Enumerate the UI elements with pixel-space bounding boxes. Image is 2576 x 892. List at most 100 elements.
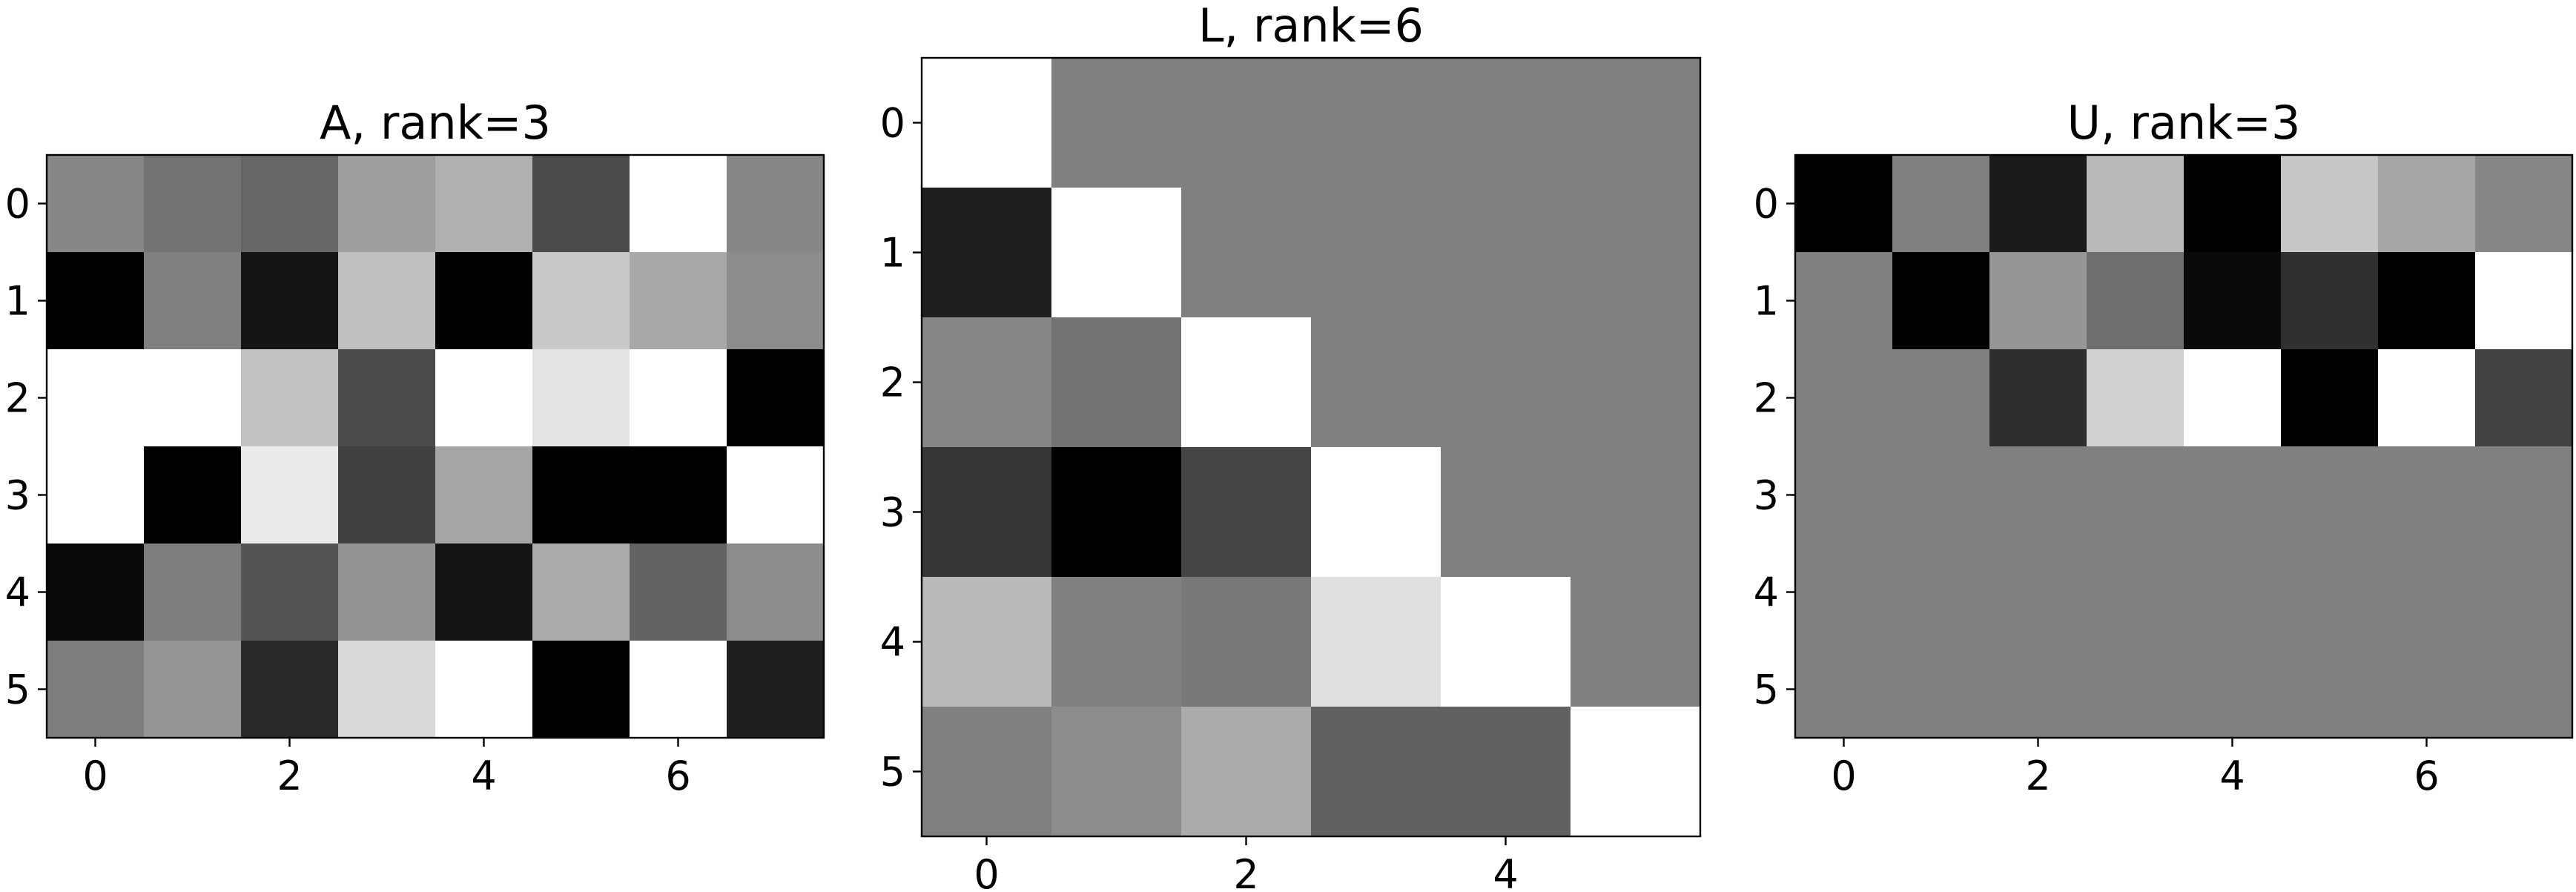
heatmap-panel-2: U, rank=3 0 2 4 6 0 1 2 3 4 5 <box>1754 96 2574 799</box>
heatmap-cell <box>1181 707 1312 837</box>
y-tick-label: 3 <box>5 472 30 519</box>
heatmap-cell <box>47 446 145 544</box>
heatmap-cell <box>338 155 436 253</box>
heatmap-cell <box>1311 577 1441 707</box>
heatmap-cell <box>241 252 339 350</box>
y-tick-label: 3 <box>1754 472 1779 519</box>
x-tick-label: 2 <box>1233 851 1258 892</box>
heatmap-cell <box>1989 641 2087 739</box>
heatmap-cell <box>2087 155 2184 253</box>
x-tick-label: 2 <box>277 753 302 799</box>
y-tick-label: 0 <box>1754 181 1779 228</box>
heatmap-cell <box>241 349 339 447</box>
y-tick-label: 1 <box>880 230 905 277</box>
x-tick-label: 6 <box>665 753 690 799</box>
heatmap-cell <box>2087 349 2184 447</box>
heatmap-cell <box>241 544 339 641</box>
heatmap-cell <box>338 544 436 641</box>
x-tick-label: 0 <box>1831 753 1856 799</box>
heatmap-cell <box>2378 446 2476 544</box>
axes-frame <box>920 56 1702 838</box>
heatmap-cell <box>2281 544 2379 641</box>
heatmap-cell <box>47 544 145 641</box>
heatmap-cell <box>1051 188 1182 318</box>
heatmap-cell <box>2087 544 2184 641</box>
heatmap-cell <box>1311 58 1441 188</box>
heatmap-cell <box>1051 317 1182 448</box>
y-tick-label: 4 <box>880 619 905 666</box>
heatmap-cell <box>1989 252 2087 350</box>
y-tick-label: 1 <box>1754 278 1779 325</box>
y-tick-label: 4 <box>1754 569 1779 616</box>
y-tick-label: 2 <box>5 375 30 422</box>
heatmap-cell <box>2281 446 2379 544</box>
heatmap-cell <box>435 641 533 739</box>
heatmap-cell <box>630 544 727 641</box>
heatmap-cell <box>1892 544 1990 641</box>
y-tick-label: 0 <box>5 181 30 228</box>
heatmap-cell <box>1441 577 1571 707</box>
heatmap-cell <box>435 155 533 253</box>
heatmap-cell <box>1311 707 1441 837</box>
heatmap-cell <box>1892 446 1990 544</box>
y-tick-label: 5 <box>880 749 905 796</box>
heatmap-cell <box>1051 707 1182 837</box>
heatmap-cell <box>2184 349 2282 447</box>
heatmap-cell <box>435 446 533 544</box>
heatmap-cell <box>2475 252 2573 350</box>
heatmap-cell <box>1571 447 1701 578</box>
y-tick-label: 2 <box>1754 375 1779 422</box>
heatmap-cell <box>1795 252 1893 350</box>
heatmap-cell <box>2378 155 2476 253</box>
heatmap-cell <box>241 155 339 253</box>
y-tick-label: 5 <box>1754 667 1779 713</box>
heatmap-cell <box>630 641 727 739</box>
heatmap-cell <box>435 349 533 447</box>
axes-frame <box>45 153 825 739</box>
heatmap-cell <box>922 188 1052 318</box>
heatmap-cell <box>2475 544 2573 641</box>
heatmap-cell <box>1441 317 1571 448</box>
heatmap-cell <box>144 155 242 253</box>
chart-title: L, rank=6 <box>1198 0 1424 53</box>
heatmap-cell <box>727 446 825 544</box>
heatmap-cell <box>1571 577 1701 707</box>
heatmap-cell <box>922 577 1052 707</box>
heatmap-cell <box>922 317 1052 448</box>
heatmap-cell <box>1795 544 1893 641</box>
heatmap-cell <box>338 349 436 447</box>
heatmap-cell <box>1181 188 1312 318</box>
heatmap-cell <box>922 58 1052 188</box>
heatmap-cell <box>727 544 825 641</box>
heatmap-cell <box>630 446 727 544</box>
heatmap-cell <box>2378 349 2476 447</box>
heatmap-cell <box>1181 577 1312 707</box>
heatmap-cell <box>241 641 339 739</box>
heatmap-cell <box>1892 349 1990 447</box>
heatmap-cell <box>338 252 436 350</box>
heatmap-cell <box>2475 349 2573 447</box>
heatmap-cell <box>2184 252 2282 350</box>
x-tick-label: 2 <box>2025 753 2050 799</box>
heatmap-cell <box>47 155 145 253</box>
heatmap-cell <box>1989 155 2087 253</box>
heatmap-cell <box>532 641 630 739</box>
y-tick-label: 5 <box>5 667 30 713</box>
heatmap-cell <box>1441 188 1571 318</box>
heatmap-cell <box>1571 188 1701 318</box>
heatmap-cell <box>1571 58 1701 188</box>
heatmap-cell <box>2378 252 2476 350</box>
heatmap-cell <box>532 349 630 447</box>
x-tick-label: 6 <box>2414 753 2439 799</box>
heatmap-cell <box>1311 447 1441 578</box>
heatmap-cell <box>1795 641 1893 739</box>
heatmap-cell <box>144 446 242 544</box>
heatmap-cell <box>2184 155 2282 253</box>
heatmap-cell <box>630 252 727 350</box>
heatmap-cell <box>1311 188 1441 318</box>
heatmap-cell <box>1795 349 1893 447</box>
x-tick-label: 0 <box>974 851 999 892</box>
heatmap-cell <box>2378 544 2476 641</box>
heatmap-cell <box>922 447 1052 578</box>
heatmap-cell <box>1571 707 1701 837</box>
